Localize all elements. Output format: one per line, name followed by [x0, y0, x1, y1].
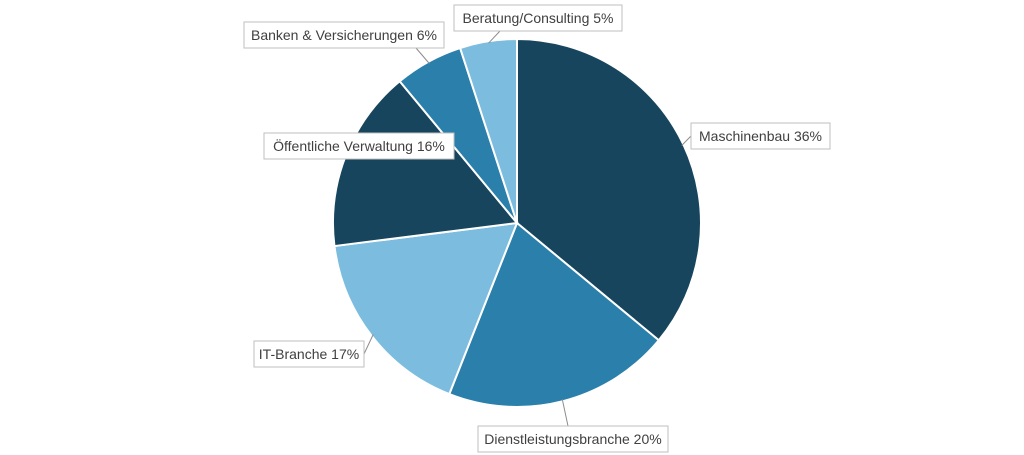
leader-line-1 — [681, 135, 692, 146]
data-label-box-5 — [243, 21, 445, 49]
data-label-text-2: Dienstleistungsbranche 20% — [484, 431, 661, 447]
data-label-text-6: Beratung/Consulting 5% — [463, 10, 614, 26]
data-label-6: Beratung/Consulting 5% — [453, 4, 623, 32]
leader-line-2 — [561, 399, 569, 427]
data-label-text-1: Maschinenbau 36% — [699, 128, 822, 144]
data-label-text-5: Banken & Versicherungen 6% — [251, 27, 437, 43]
data-label-3: IT-Branche 17% — [253, 340, 365, 368]
data-label-box-2 — [477, 425, 669, 453]
data-label-5: Banken & Versicherungen 6% — [243, 21, 445, 49]
data-label-box-6 — [453, 4, 623, 32]
pie-slice-6 — [458, 37, 518, 224]
data-label-box-1 — [690, 122, 831, 150]
pie-slice-3 — [333, 221, 519, 396]
data-label-1: Maschinenbau 36% — [690, 122, 831, 150]
data-label-box-3 — [253, 340, 365, 368]
leader-line-6 — [488, 30, 501, 44]
data-label-4: Öffentliche Verwaltung 16% — [263, 132, 455, 160]
leader-line-3 — [363, 334, 374, 355]
data-label-text-4: Öffentliche Verwaltung 16% — [273, 137, 445, 154]
pie-slice-1 — [516, 37, 702, 342]
pie-slices — [332, 37, 702, 408]
data-labels: Maschinenbau 36% Dienstleistungsbranche 2… — [243, 4, 831, 453]
data-label-text-3: IT-Branche 17% — [259, 346, 359, 362]
data-label-2: Dienstleistungsbranche 20% — [477, 425, 669, 453]
leader-line-5 — [415, 47, 430, 64]
data-label-box-4 — [263, 132, 455, 160]
